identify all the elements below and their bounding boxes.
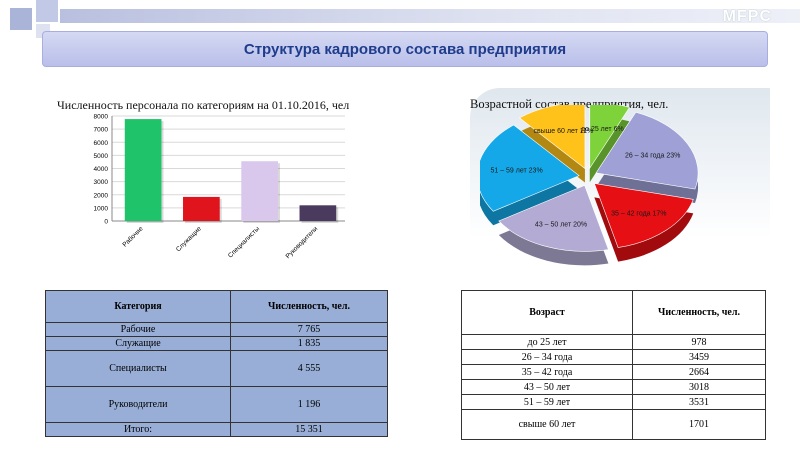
table-row: Специалисты 4 555 [45,350,388,387]
table-cell: 2664 [632,364,766,380]
table-cell: 3531 [632,394,766,410]
table-cell: 15 351 [230,422,388,437]
table-cell: 26 – 34 года [461,349,633,365]
table-cell: Итого: [45,422,231,437]
y-tick-label: 8000 [94,114,109,121]
pie-slice [498,184,609,252]
table-cell: до 25 лет [461,334,633,350]
bar [241,161,278,221]
pie-chart: до 25 лет 6% 26 – 34 года 23% 35 – 42 года… [480,105,699,266]
table-row: Итого: 15 351 [45,422,388,437]
table-row: Руководители 1 196 [45,386,388,423]
table-row: Рабочие 7 765 [45,322,388,337]
pie-slice-label: свыше 60 лет 11% [533,128,593,135]
x-tick-label: Руководители [285,225,320,260]
table-cell: 35 – 42 года [461,364,633,380]
table-cell: 1 196 [230,386,388,423]
table-cell: 3018 [632,379,766,395]
table-row: 26 – 34 года 3459 [461,349,766,365]
page-title: Структура кадрового состава предприятия [243,40,567,58]
table-cell: 7 765 [230,322,388,337]
y-tick-label: 3000 [94,179,109,186]
bar [124,119,162,221]
y-tick-label: 2000 [94,192,109,199]
table-row: свыше 60 лет 1701 [461,409,766,440]
title-bar: Структура кадрового состава предприятия [42,31,768,67]
pie-slice [595,111,699,190]
category-table: Категория Численность, чел. Рабочие 7 76… [45,290,388,437]
table-row: Служащие 1 835 [45,336,388,351]
table-cell: 1 835 [230,336,388,351]
table-cell: Служащие [45,336,231,351]
table-row: 35 – 42 года 2664 [461,364,766,380]
x-tick-label: Рабочие [121,224,145,248]
pie-slice-label: до 25 лет 6% [581,126,624,133]
table-cell: 3459 [632,349,766,365]
pie-slice-label: 51 – 59 лет 23% [490,167,542,174]
table-row: 51 – 59 лет 3531 [461,394,766,410]
bar [183,196,220,221]
table-header: Численность, чел. [230,290,388,323]
table-cell: 4 555 [230,350,388,387]
y-tick-label: 4000 [94,166,109,173]
y-tick-label: 0 [104,219,108,226]
y-tick-label: 7000 [94,127,109,134]
bar-chart-title: Численность персонала по категориям на 0… [57,98,350,112]
pie-slice-label: 43 – 50 лет 20% [535,221,587,228]
pie-slice [480,124,580,212]
bar-chart: 0 1000 2000 3000 4000 5000 6000 7000 8000 Рабочие… [94,114,345,260]
table-cell: 51 – 59 лет [461,394,633,410]
y-tick-label: 1000 [94,205,109,212]
table-row: до 25 лет 978 [461,334,766,350]
table-cell: Рабочие [45,322,231,337]
pie-slice-label: 26 – 34 года 23% [625,153,680,160]
pie-slice [518,105,586,170]
table-cell: 43 – 50 лет [461,379,633,395]
table-header: Численность, чел. [632,290,766,335]
bar [299,205,337,221]
y-tick-label: 6000 [94,140,109,147]
pie-slice [593,183,694,248]
y-tick-label: 5000 [94,153,109,160]
table-cell: 978 [632,334,766,350]
pie-slice-label: 35 – 42 года 17% [611,210,666,217]
x-tick-label: Специалисты [227,225,261,259]
logo: MFPC [722,8,772,25]
header-stripe [60,9,800,23]
x-tick-label: Служащие [175,225,203,253]
table-header: Категория [45,290,231,323]
table-cell: свыше 60 лет [461,409,633,440]
pie-slice [589,105,631,170]
table-cell: Специалисты [45,350,231,387]
table-header: Возраст [461,290,633,335]
table-cell: 1701 [632,409,766,440]
table-cell: Руководители [45,386,231,423]
age-table: Возраст Численность, чел. до 25 лет 978 … [461,290,766,440]
table-row: 43 – 50 лет 3018 [461,379,766,395]
